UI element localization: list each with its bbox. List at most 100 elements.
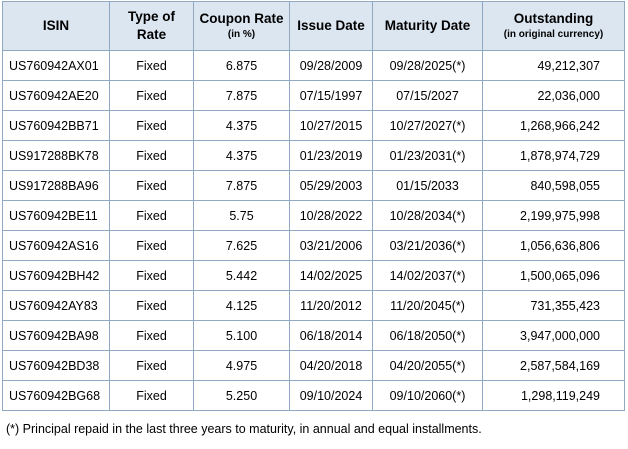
header-isin: ISIN	[2, 1, 110, 51]
cell-rate-type: Fixed	[109, 350, 194, 381]
header-issue-date-label: Issue Date	[297, 18, 365, 33]
cell-coupon: 4.375	[193, 110, 290, 141]
cell-maturity-date: 10/27/2027(*)	[372, 110, 483, 141]
cell-coupon: 4.375	[193, 140, 290, 171]
cell-outstanding: 49,212,307	[482, 50, 625, 81]
cell-outstanding: 1,500,065,096	[482, 260, 625, 291]
cell-rate-type: Fixed	[109, 140, 194, 171]
cell-outstanding: 2,587,584,169	[482, 350, 625, 381]
header-issue-date: Issue Date	[289, 1, 373, 51]
cell-coupon: 5.100	[193, 320, 290, 351]
cell-maturity-date: 01/23/2031(*)	[372, 140, 483, 171]
cell-isin: US760942BE11	[2, 200, 110, 231]
cell-isin: US760942BA98	[2, 320, 110, 351]
cell-issue-date: 04/20/2018	[289, 350, 373, 381]
cell-rate-type: Fixed	[109, 290, 194, 321]
cell-outstanding: 1,878,974,729	[482, 140, 625, 171]
cell-isin: US760942AX01	[2, 50, 110, 81]
cell-coupon: 4.125	[193, 290, 290, 321]
header-coupon-rate: Coupon Rate (in %)	[193, 1, 290, 51]
table-row: US760942BD38 Fixed 4.975 04/20/2018 04/2…	[2, 350, 625, 381]
cell-issue-date: 05/29/2003	[289, 170, 373, 201]
cell-outstanding: 731,355,423	[482, 290, 625, 321]
cell-outstanding: 22,036,000	[482, 80, 625, 111]
cell-maturity-date: 11/20/2045(*)	[372, 290, 483, 321]
table-row: US917288BK78 Fixed 4.375 01/23/2019 01/2…	[2, 140, 625, 171]
table-row: US760942AY83 Fixed 4.125 11/20/2012 11/2…	[2, 290, 625, 321]
cell-coupon: 5.75	[193, 200, 290, 231]
cell-isin: US760942AE20	[2, 80, 110, 111]
table-body: US760942AX01 Fixed 6.875 09/28/2009 09/2…	[2, 50, 625, 411]
cell-rate-type: Fixed	[109, 230, 194, 261]
cell-coupon: 7.875	[193, 80, 290, 111]
header-row: ISIN Type of Rate Coupon Rate (in %) Iss…	[2, 1, 625, 51]
table-row: US760942BE11 Fixed 5.75 10/28/2022 10/28…	[2, 200, 625, 231]
cell-issue-date: 10/28/2022	[289, 200, 373, 231]
cell-isin: US760942BG68	[2, 380, 110, 411]
cell-coupon: 5.442	[193, 260, 290, 291]
bond-table-container: ISIN Type of Rate Coupon Rate (in %) Iss…	[2, 1, 625, 411]
cell-maturity-date: 09/10/2060(*)	[372, 380, 483, 411]
cell-rate-type: Fixed	[109, 50, 194, 81]
cell-isin: US917288BA96	[2, 170, 110, 201]
cell-isin: US760942AS16	[2, 230, 110, 261]
cell-rate-type: Fixed	[109, 380, 194, 411]
table-row: US760942BH42 Fixed 5.442 14/02/2025 14/0…	[2, 260, 625, 291]
header-outstanding-sublabel: (in original currency)	[503, 29, 604, 40]
cell-issue-date: 01/23/2019	[289, 140, 373, 171]
table-header: ISIN Type of Rate Coupon Rate (in %) Iss…	[2, 1, 625, 51]
cell-issue-date: 09/28/2009	[289, 50, 373, 81]
cell-outstanding: 1,268,966,242	[482, 110, 625, 141]
cell-coupon: 4.975	[193, 350, 290, 381]
cell-maturity-date: 14/02/2037(*)	[372, 260, 483, 291]
cell-issue-date: 07/15/1997	[289, 80, 373, 111]
header-maturity-date: Maturity Date	[372, 1, 483, 51]
cell-maturity-date: 04/20/2055(*)	[372, 350, 483, 381]
cell-maturity-date: 06/18/2050(*)	[372, 320, 483, 351]
cell-rate-type: Fixed	[109, 320, 194, 351]
table-row: US760942BG68 Fixed 5.250 09/10/2024 09/1…	[2, 380, 625, 411]
cell-coupon: 6.875	[193, 50, 290, 81]
cell-rate-type: Fixed	[109, 110, 194, 141]
header-type-of-rate-label: Type of Rate	[128, 9, 175, 42]
cell-outstanding: 3,947,000,000	[482, 320, 625, 351]
table-row: US760942AX01 Fixed 6.875 09/28/2009 09/2…	[2, 50, 625, 81]
table-row: US760942AS16 Fixed 7.625 03/21/2006 03/2…	[2, 230, 625, 261]
cell-issue-date: 14/02/2025	[289, 260, 373, 291]
cell-outstanding: 1,298,119,249	[482, 380, 625, 411]
cell-coupon: 7.875	[193, 170, 290, 201]
cell-maturity-date: 03/21/2036(*)	[372, 230, 483, 261]
cell-isin: US760942AY83	[2, 290, 110, 321]
footnote: (*) Principal repaid in the last three y…	[6, 422, 482, 436]
cell-maturity-date: 07/15/2027	[372, 80, 483, 111]
cell-maturity-date: 01/15/2033	[372, 170, 483, 201]
bond-table: ISIN Type of Rate Coupon Rate (in %) Iss…	[2, 1, 625, 411]
table-row: US760942BA98 Fixed 5.100 06/18/2014 06/1…	[2, 320, 625, 351]
cell-maturity-date: 10/28/2034(*)	[372, 200, 483, 231]
cell-rate-type: Fixed	[109, 200, 194, 231]
cell-outstanding: 840,598,055	[482, 170, 625, 201]
cell-coupon: 5.250	[193, 380, 290, 411]
header-maturity-date-label: Maturity Date	[384, 18, 471, 33]
cell-maturity-date: 09/28/2025(*)	[372, 50, 483, 81]
cell-rate-type: Fixed	[109, 80, 194, 111]
cell-rate-type: Fixed	[109, 260, 194, 291]
cell-issue-date: 06/18/2014	[289, 320, 373, 351]
cell-isin: US760942BB71	[2, 110, 110, 141]
table-row: US760942AE20 Fixed 7.875 07/15/1997 07/1…	[2, 80, 625, 111]
header-isin-label: ISIN	[42, 18, 70, 33]
cell-outstanding: 1,056,636,806	[482, 230, 625, 261]
cell-issue-date: 10/27/2015	[289, 110, 373, 141]
cell-isin: US917288BK78	[2, 140, 110, 171]
header-coupon-rate-sublabel: (in %)	[227, 29, 256, 40]
header-outstanding-label: Outstanding	[513, 11, 594, 26]
cell-isin: US760942BH42	[2, 260, 110, 291]
cell-issue-date: 03/21/2006	[289, 230, 373, 261]
cell-rate-type: Fixed	[109, 170, 194, 201]
cell-issue-date: 09/10/2024	[289, 380, 373, 411]
cell-issue-date: 11/20/2012	[289, 290, 373, 321]
cell-outstanding: 2,199,975,998	[482, 200, 625, 231]
cell-coupon: 7.625	[193, 230, 290, 261]
table-row: US760942BB71 Fixed 4.375 10/27/2015 10/2…	[2, 110, 625, 141]
cell-isin: US760942BD38	[2, 350, 110, 381]
